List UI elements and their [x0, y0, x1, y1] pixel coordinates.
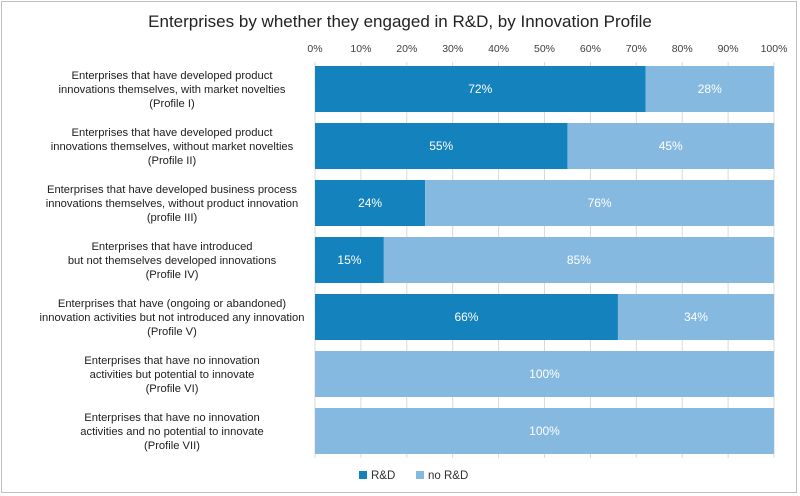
category-label: Enterprises that have developed product — [72, 127, 274, 139]
category-label: (profile III) — [147, 212, 198, 224]
category-label: Enterprises that have (ongoing or abando… — [58, 298, 287, 310]
x-tick-label: 90% — [718, 43, 739, 55]
x-tick-label: 0% — [307, 43, 322, 55]
x-tick-label: 100% — [761, 43, 788, 55]
data-label: 72% — [468, 82, 492, 96]
bar-no-r-d-6 — [315, 351, 774, 397]
x-tick-label: 70% — [626, 43, 647, 55]
category-label: innovation activities but not introduced… — [40, 312, 305, 324]
category-label: Enterprises that have developed product — [72, 70, 274, 82]
bar-no-r-d-1 — [645, 66, 774, 112]
data-label: 24% — [358, 196, 382, 210]
bar-r-d-1 — [315, 66, 646, 112]
category-label: Enterprises that have introduced — [91, 241, 252, 253]
x-tick-label: 10% — [350, 43, 371, 55]
category-label: (Profile II) — [148, 155, 197, 167]
category-label: innovations themselves, without product … — [46, 198, 299, 210]
bar-r-d-3 — [315, 180, 426, 226]
category-label: (Profile IV) — [146, 269, 199, 281]
legend-label: no R&D — [428, 470, 468, 482]
bar-r-d-2 — [315, 123, 568, 169]
x-tick-label: 20% — [396, 43, 417, 55]
data-label: 15% — [337, 253, 361, 267]
data-label: 85% — [567, 253, 591, 267]
legend-swatch — [416, 471, 424, 479]
category-label: Enterprises that have no innovation — [84, 355, 259, 367]
bar-no-r-d-5 — [617, 294, 774, 340]
category-label: activities and no potential to innovate — [80, 426, 263, 438]
data-label: 100% — [529, 367, 560, 381]
bar-no-r-d-4 — [383, 237, 774, 283]
category-label: innovations themselves, without market n… — [51, 141, 294, 153]
bar-no-r-d-3 — [425, 180, 774, 226]
category-label: (Profile V) — [147, 326, 197, 338]
data-label: 66% — [454, 310, 478, 324]
data-label: 76% — [588, 196, 612, 210]
category-label: (Profile VII) — [144, 440, 200, 452]
data-label: 45% — [659, 139, 683, 153]
legend-swatch — [359, 471, 367, 479]
category-label: activities but potential to innovate — [90, 369, 255, 381]
x-tick-label: 30% — [442, 43, 463, 55]
category-label: (Profile I) — [149, 98, 195, 110]
bar-r-d-5 — [315, 294, 618, 340]
category-label: Enterprises that have no innovation — [84, 412, 259, 424]
data-label: 34% — [684, 310, 708, 324]
legend-label: R&D — [371, 470, 395, 482]
chart-title: Enterprises by whether they engaged in R… — [148, 12, 652, 31]
x-tick-label: 50% — [534, 43, 555, 55]
data-label: 55% — [429, 139, 453, 153]
category-label: (Profile VI) — [146, 383, 199, 395]
category-label: but not themselves developed innovations — [68, 255, 277, 267]
bar-no-r-d-7 — [315, 408, 774, 454]
category-label: Enterprises that have developed business… — [47, 184, 297, 196]
category-label: innovations themselves, with market nove… — [59, 84, 286, 96]
x-tick-label: 40% — [488, 43, 509, 55]
x-tick-label: 80% — [672, 43, 693, 55]
data-label: 28% — [698, 82, 722, 96]
bar-no-r-d-2 — [567, 123, 774, 169]
data-label: 100% — [529, 424, 560, 438]
x-tick-label: 60% — [580, 43, 601, 55]
bar-r-d-4 — [315, 237, 384, 283]
